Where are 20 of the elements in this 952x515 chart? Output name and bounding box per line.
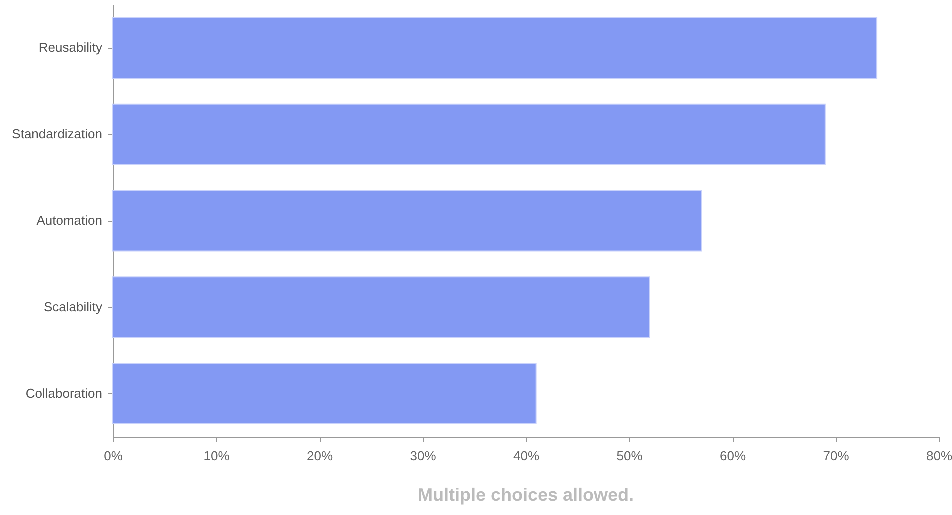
bar: [112, 276, 650, 338]
x-tick-label: 40%: [513, 448, 540, 464]
bar: [112, 17, 878, 79]
x-tick-label: 30%: [410, 448, 437, 464]
x-tick-label: 20%: [306, 448, 334, 464]
y-tick-label: Standardization: [12, 126, 102, 142]
x-tick-label: 50%: [616, 448, 644, 464]
y-tick-label: Scalability: [44, 299, 103, 314]
x-tick-label: 80%: [926, 448, 952, 464]
bar: [112, 190, 702, 252]
y-tick-label: Collaboration: [26, 386, 102, 401]
bar: [112, 363, 537, 425]
y-tick-label: Automation: [36, 213, 102, 228]
x-tick-label: 10%: [204, 448, 230, 464]
y-tick-label: Reusability: [38, 40, 103, 56]
bar: [112, 104, 826, 166]
x-tick-label: 60%: [720, 448, 746, 464]
text: Multiple choices allowed.: [418, 485, 634, 505]
x-tick-label: 0%: [104, 448, 124, 464]
x-tick-label: 70%: [823, 448, 850, 464]
